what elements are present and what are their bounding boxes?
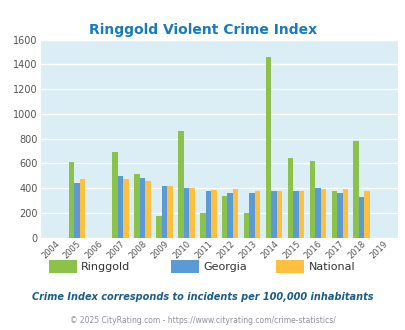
- Text: Ringgold Violent Crime Index: Ringgold Violent Crime Index: [89, 23, 316, 37]
- Bar: [156, 216, 161, 238]
- Bar: [292, 190, 298, 238]
- Bar: [178, 131, 183, 238]
- Bar: [134, 175, 139, 238]
- Bar: [79, 180, 85, 238]
- Bar: [331, 191, 336, 238]
- Bar: [287, 158, 292, 238]
- Text: Crime Index corresponds to incidents per 100,000 inhabitants: Crime Index corresponds to incidents per…: [32, 292, 373, 302]
- Bar: [232, 189, 238, 238]
- Bar: [222, 195, 227, 238]
- Bar: [112, 152, 117, 238]
- Bar: [117, 176, 123, 238]
- Bar: [353, 141, 358, 238]
- Bar: [298, 191, 303, 238]
- Bar: [243, 213, 249, 238]
- Bar: [249, 193, 254, 238]
- Bar: [342, 189, 347, 238]
- Bar: [167, 185, 172, 238]
- Bar: [254, 191, 260, 238]
- Bar: [205, 191, 211, 238]
- Bar: [314, 188, 320, 238]
- Bar: [74, 182, 79, 238]
- Bar: [320, 189, 325, 238]
- Bar: [364, 191, 369, 238]
- Bar: [183, 188, 189, 238]
- Bar: [227, 193, 232, 238]
- Text: Ringgold: Ringgold: [81, 262, 130, 272]
- Bar: [145, 181, 150, 238]
- Bar: [68, 162, 74, 238]
- Text: © 2025 CityRating.com - https://www.cityrating.com/crime-statistics/: © 2025 CityRating.com - https://www.city…: [70, 315, 335, 325]
- Bar: [265, 57, 271, 238]
- Bar: [276, 191, 281, 238]
- Text: National: National: [308, 262, 354, 272]
- Bar: [189, 188, 194, 238]
- Bar: [336, 193, 342, 238]
- Text: Georgia: Georgia: [202, 262, 246, 272]
- Bar: [161, 186, 167, 238]
- Bar: [211, 190, 216, 238]
- Bar: [139, 178, 145, 238]
- Bar: [309, 161, 314, 238]
- Bar: [271, 190, 276, 238]
- Bar: [200, 213, 205, 238]
- Bar: [123, 180, 128, 238]
- Bar: [358, 197, 364, 238]
